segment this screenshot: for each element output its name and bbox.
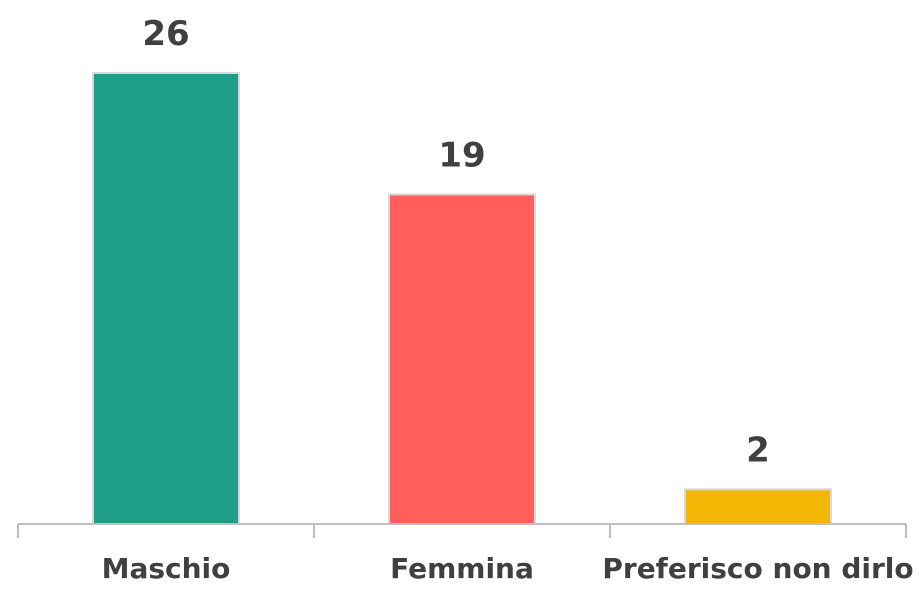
category-label: Femmina: [390, 552, 534, 585]
bar-femmina: [388, 193, 536, 526]
labels-group: 26 Maschio 19 Femmina 2 Preferisco non dirlo: [102, 14, 914, 585]
x-axis: [17, 523, 907, 538]
data-label: 26: [142, 14, 189, 54]
category-label: Preferisco non dirlo: [602, 552, 913, 585]
data-label: 2: [746, 430, 770, 470]
bar-maschio: [92, 72, 240, 525]
bar-preferisco-non-dirlo: [684, 488, 832, 525]
category-label: Maschio: [102, 552, 231, 585]
data-label: 19: [438, 135, 485, 175]
bars-group: [92, 72, 832, 526]
